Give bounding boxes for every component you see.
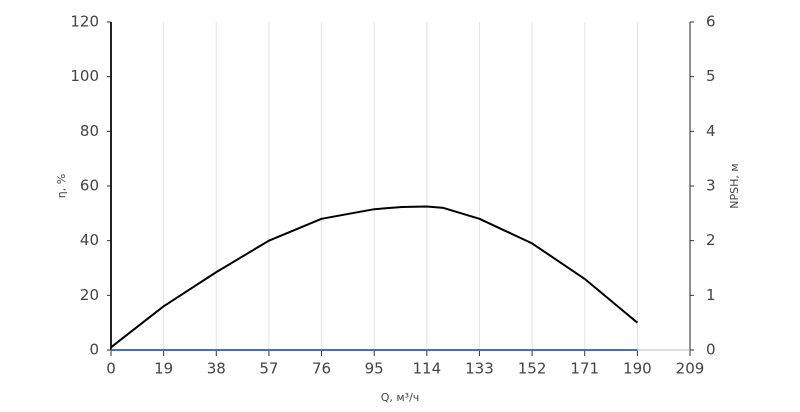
y2-axis-title: NPSH, м (728, 163, 741, 208)
y-tick-label: 100 (70, 67, 99, 85)
x-tick-label: 76 (312, 360, 331, 378)
x-axis-title: Q, м³/ч (381, 391, 420, 404)
y2-tick-label: 3 (706, 177, 716, 195)
y2-tick-label: 0 (706, 341, 716, 359)
x-tick-label: 19 (154, 360, 173, 378)
y-tick-label: 60 (80, 177, 99, 195)
y2-tick-label: 2 (706, 231, 716, 249)
y-tick-label: 0 (89, 341, 99, 359)
x-tick-label: 0 (106, 360, 116, 378)
x-tick-label: 57 (259, 360, 278, 378)
y-tick-label: 40 (80, 231, 99, 249)
line (110, 205, 639, 349)
y-tick-label: 20 (80, 286, 99, 304)
y2-tick-label: 5 (706, 67, 716, 85)
x-tick-label: 114 (412, 360, 441, 378)
y2-tick-label: 6 (706, 13, 716, 31)
x-tick-label: 152 (518, 360, 547, 378)
x-tick-label: 190 (623, 360, 652, 378)
y2-tick-label: 4 (706, 122, 716, 140)
x-tick-label: 38 (207, 360, 226, 378)
x-tick-label: 133 (465, 360, 494, 378)
y-tick-label: 80 (80, 122, 99, 140)
y-axis-title: η, % (55, 174, 68, 198)
x-tick-label: 209 (676, 360, 705, 378)
y2-tick-label: 1 (706, 286, 716, 304)
y-tick-label: 120 (70, 13, 99, 31)
x-tick-label: 171 (570, 360, 599, 378)
x-tick-label: 95 (365, 360, 384, 378)
